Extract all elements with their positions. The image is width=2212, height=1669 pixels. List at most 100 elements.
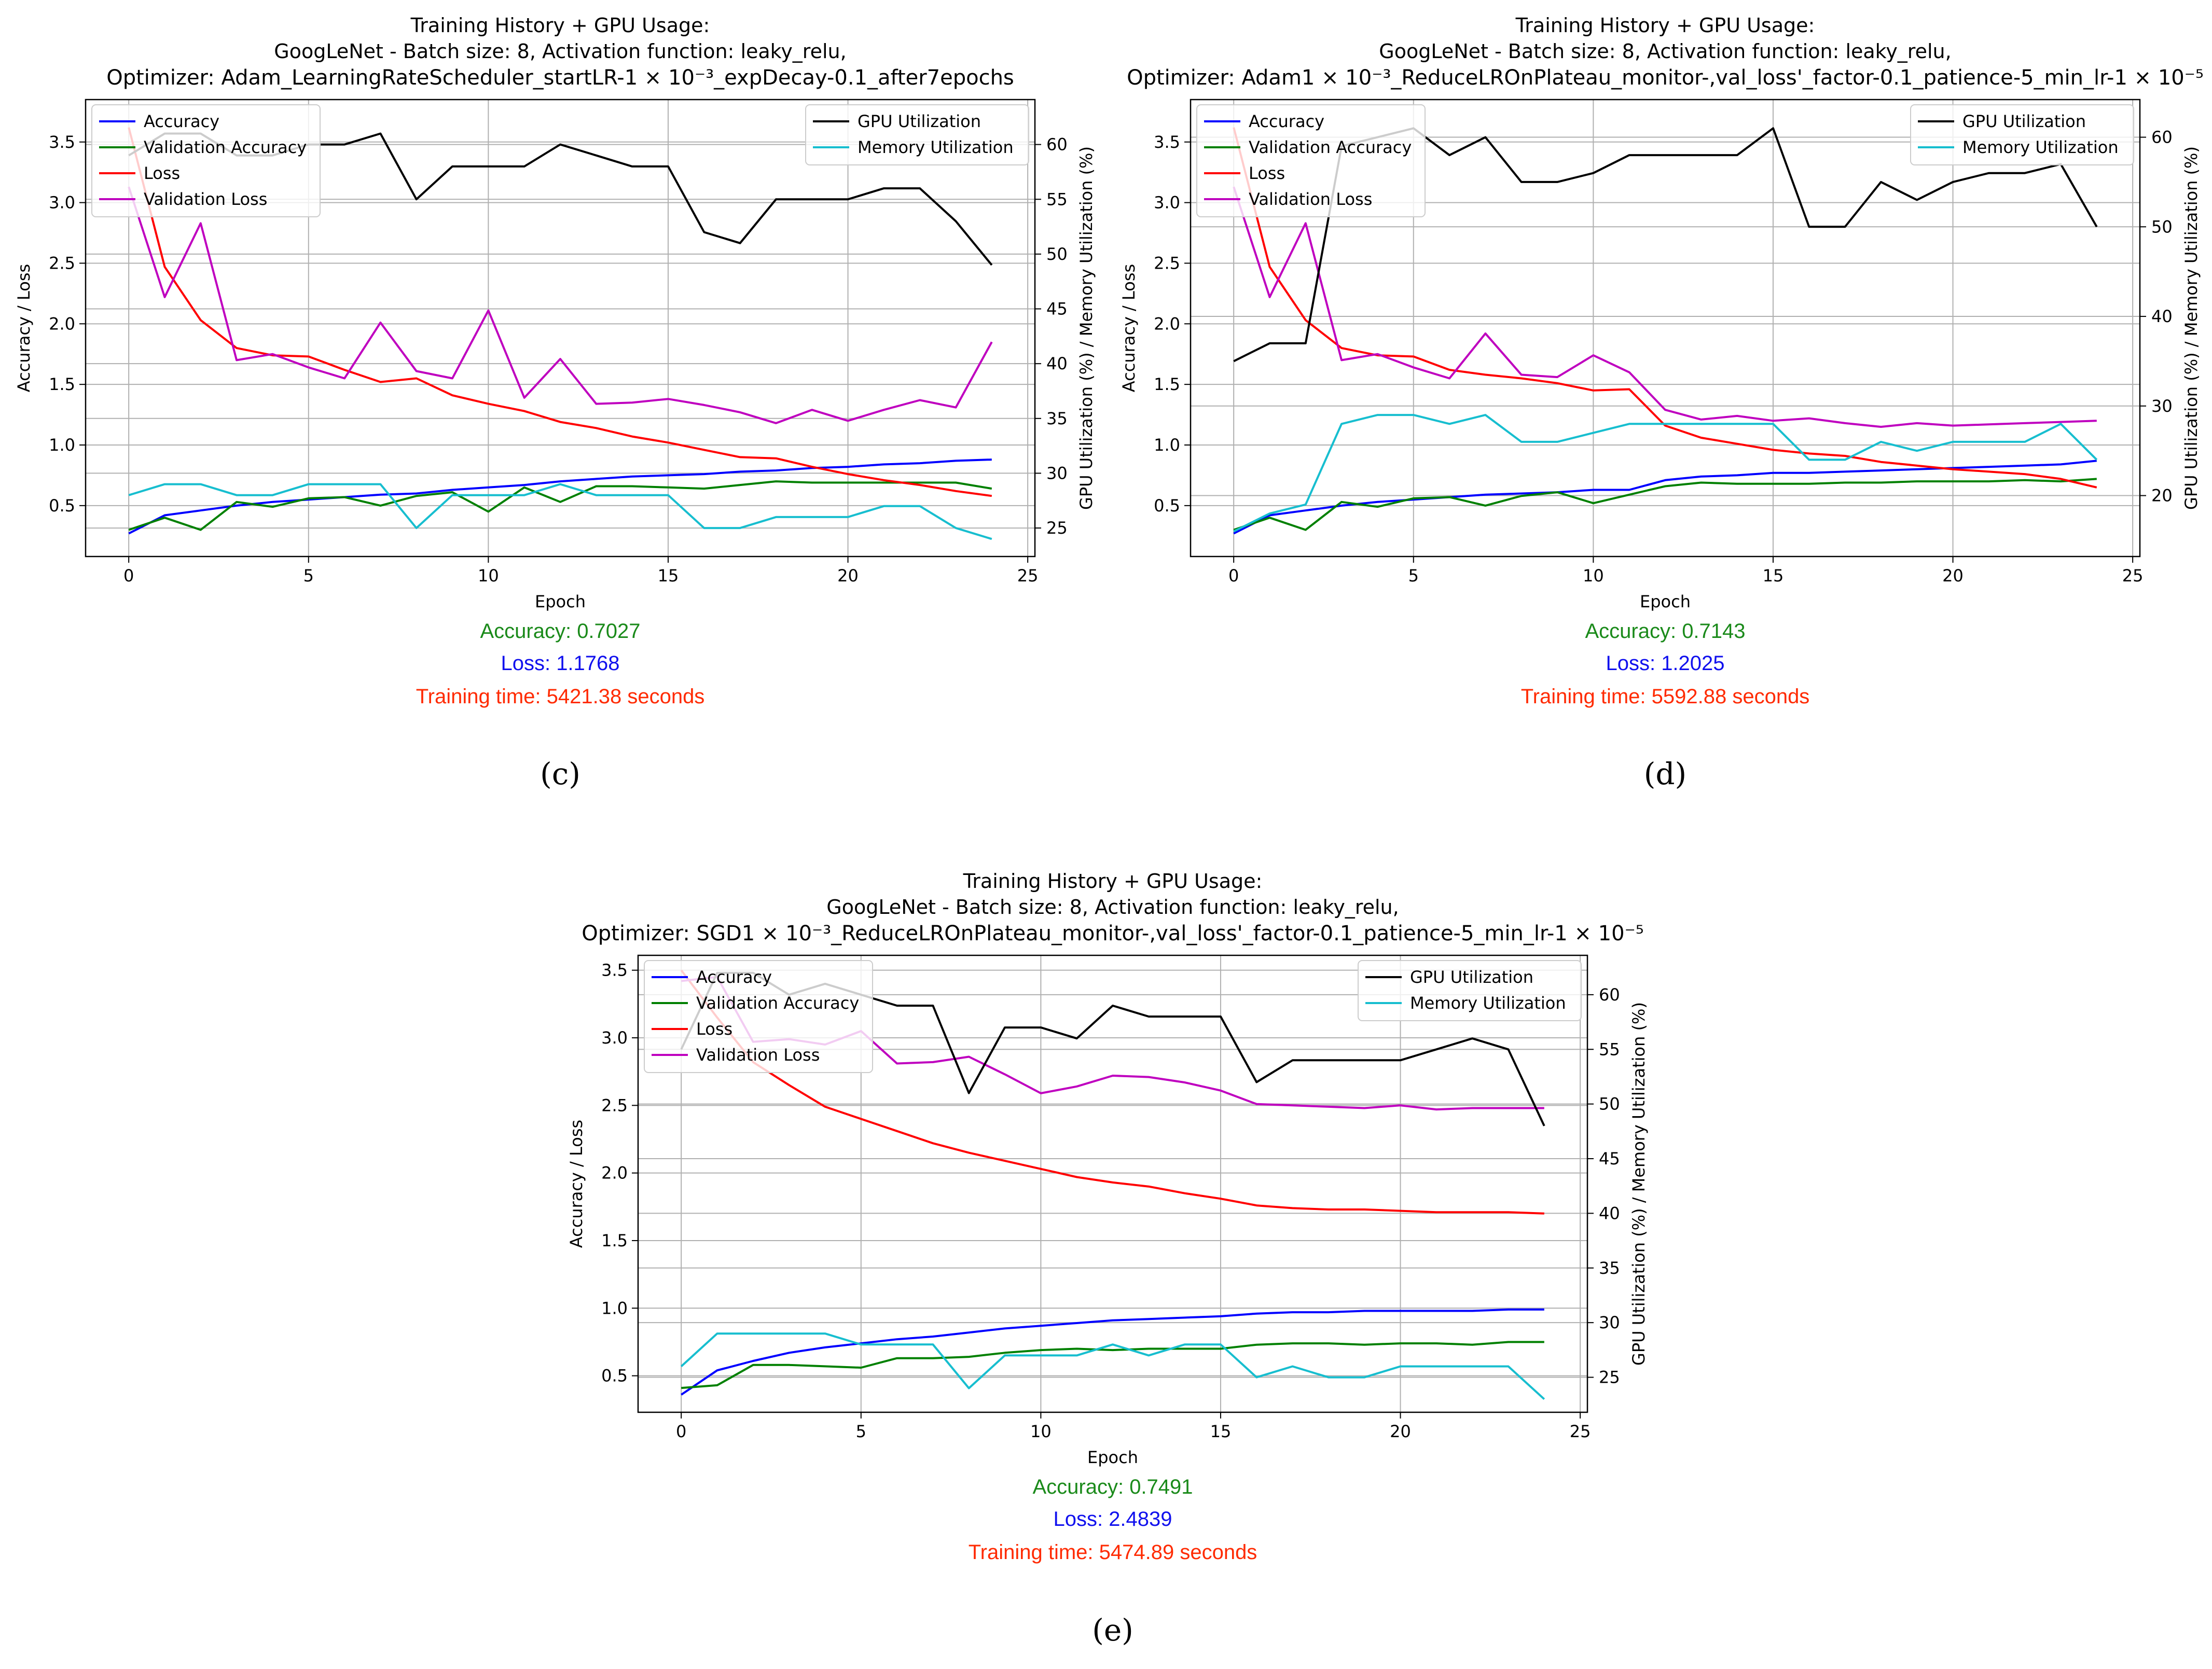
metric-accuracy: Accuracy: 0.7491 bbox=[1032, 1476, 1193, 1498]
chart-optimizer-line: Optimizer: Adam_LearningRateScheduler_st… bbox=[106, 66, 1014, 90]
y-tick-label: 1.0 bbox=[49, 435, 75, 455]
x-axis-label: Epoch bbox=[535, 592, 586, 611]
series-line-validation-accuracy bbox=[1233, 478, 2097, 531]
series-line-accuracy bbox=[128, 458, 992, 535]
legend-entry: Validation Loss bbox=[1249, 189, 1372, 209]
plot-frame bbox=[1190, 99, 2141, 558]
legend-entry: Validation Loss bbox=[144, 189, 267, 209]
chart-title-line: GoogLeNet - Batch size: 8, Activation fu… bbox=[274, 40, 846, 63]
metric-loss: Loss: 1.2025 bbox=[1606, 652, 1724, 675]
x-tick-label: 15 bbox=[1763, 566, 1784, 586]
y2-tick-label: 35 bbox=[1599, 1258, 1620, 1278]
y2-tick-label: 55 bbox=[1599, 1039, 1620, 1059]
metric-training-time: Training time: 5474.89 seconds bbox=[969, 1541, 1257, 1564]
chart-panel-c: Training History + GPU Usage: GoogLeNet -… bbox=[14, 14, 1096, 791]
x-tick-label: 25 bbox=[2122, 566, 2144, 586]
series-line-validation-loss bbox=[1233, 186, 2097, 428]
chart-panel-e: Training History + GPU Usage: GoogLeNet -… bbox=[566, 870, 1649, 1648]
y-tick-label: 1.5 bbox=[1154, 374, 1180, 394]
x-tick-label: 5 bbox=[1408, 566, 1419, 586]
x-tick-label: 10 bbox=[1583, 566, 1604, 586]
legend-right: GPU Utilization Memory Utilization bbox=[1910, 104, 2134, 165]
legend-entry: Accuracy bbox=[1249, 112, 1324, 131]
legend-box bbox=[1358, 960, 1582, 1021]
y2-axis-label: GPU Utilization (%) / Memory Utilization… bbox=[1076, 146, 1096, 510]
legend-entry: Loss bbox=[696, 1019, 732, 1039]
legend-left: Accuracy Validation Accuracy Loss Validatio… bbox=[1196, 104, 1426, 217]
series-line-memory-utilization bbox=[1233, 414, 2098, 533]
x-tick-label: 20 bbox=[837, 566, 859, 586]
y2-tick-label: 55 bbox=[1046, 189, 1068, 209]
y-tick-label: 2.5 bbox=[1154, 253, 1180, 273]
y-axis-label: Accuracy / Loss bbox=[1119, 264, 1139, 392]
legend-entry: Validation Accuracy bbox=[144, 137, 307, 157]
panel-label: (e) bbox=[1092, 1612, 1133, 1648]
y2-tick-label: 50 bbox=[2151, 217, 2173, 237]
series-line-validation-accuracy bbox=[681, 1341, 1544, 1389]
legend-right: GPU Utilization Memory Utilization bbox=[805, 104, 1029, 165]
legend-box bbox=[805, 104, 1029, 165]
chart-optimizer-line: Optimizer: Adam1 × 10⁻³_ReduceLROnPlatea… bbox=[1127, 66, 2204, 90]
metric-training-time: Training time: 5592.88 seconds bbox=[1521, 685, 1810, 708]
y2-axis-label: GPU Utilization (%) / Memory Utilization… bbox=[2181, 146, 2201, 510]
series-line-loss bbox=[128, 127, 992, 497]
y2-tick-label: 25 bbox=[1599, 1368, 1620, 1387]
legend-entry: Memory Utilization bbox=[858, 137, 1014, 157]
legend-entry: Loss bbox=[144, 163, 180, 183]
legend-left: Accuracy Validation Accuracy Loss Validatio… bbox=[644, 960, 873, 1073]
chart-title-line: GoogLeNet - Batch size: 8, Activation fu… bbox=[826, 896, 1399, 919]
y-tick-label: 2.0 bbox=[1154, 314, 1180, 333]
x-tick-label: 0 bbox=[1228, 566, 1239, 586]
y-tick-label: 0.5 bbox=[49, 496, 75, 516]
series-line-memory-utilization bbox=[680, 1332, 1545, 1400]
chart-title-line: Training History + GPU Usage: bbox=[410, 14, 710, 37]
panel-label: (c) bbox=[540, 756, 580, 791]
x-tick-label: 0 bbox=[676, 1422, 686, 1441]
series-line-loss bbox=[680, 969, 1544, 1215]
y2-tick-label: 50 bbox=[1599, 1094, 1620, 1114]
legend-right: GPU Utilization Memory Utilization bbox=[1358, 960, 1582, 1021]
legend-entry: Validation Loss bbox=[696, 1045, 820, 1065]
legend-entry: Validation Accuracy bbox=[696, 993, 859, 1013]
metric-loss: Loss: 2.4839 bbox=[1053, 1508, 1172, 1531]
x-tick-label: 20 bbox=[1942, 566, 1964, 586]
metric-loss: Loss: 1.1768 bbox=[501, 652, 619, 675]
legend-entry: GPU Utilization bbox=[858, 112, 981, 131]
x-axis-label: Epoch bbox=[1087, 1448, 1138, 1467]
y-tick-label: 1.0 bbox=[601, 1298, 628, 1318]
y2-tick-label: 45 bbox=[1599, 1149, 1620, 1169]
x-tick-label: 15 bbox=[658, 566, 679, 586]
legend-entry: Accuracy bbox=[696, 967, 772, 987]
legend-entry: GPU Utilization bbox=[1410, 967, 1533, 987]
y2-tick-label: 20 bbox=[2151, 486, 2173, 506]
x-tick-label: 5 bbox=[303, 566, 314, 586]
chart-title-line: Training History + GPU Usage: bbox=[963, 870, 1263, 893]
y2-tick-label: 60 bbox=[1046, 135, 1068, 155]
y-tick-label: 3.0 bbox=[49, 193, 75, 213]
chart-optimizer-line: Optimizer: SGD1 × 10⁻³_ReduceLROnPlateau… bbox=[582, 922, 1643, 945]
metric-training-time: Training time: 5421.38 seconds bbox=[416, 685, 705, 708]
chart-panel-d: Training History + GPU Usage: GoogLeNet -… bbox=[1119, 14, 2204, 791]
series-line-validation-accuracy bbox=[128, 480, 992, 531]
y-axis-label: Accuracy / Loss bbox=[14, 264, 34, 392]
legend-entry: GPU Utilization bbox=[1962, 112, 2086, 131]
plot-frame bbox=[85, 99, 1036, 558]
legend-entry: Accuracy bbox=[144, 112, 219, 131]
legend-left: Accuracy Validation Accuracy Loss Validatio… bbox=[91, 104, 321, 217]
chart-title-line: Training History + GPU Usage: bbox=[1515, 14, 1815, 37]
series-line-accuracy bbox=[681, 1308, 1544, 1396]
y2-tick-label: 40 bbox=[1599, 1203, 1620, 1223]
series-line-loss bbox=[1233, 127, 2097, 489]
x-tick-label: 15 bbox=[1210, 1422, 1232, 1441]
y2-tick-label: 60 bbox=[1599, 985, 1620, 1005]
y-tick-label: 2.5 bbox=[49, 253, 75, 273]
legend-box bbox=[644, 960, 873, 1073]
y2-tick-label: 35 bbox=[1046, 409, 1068, 428]
x-tick-label: 10 bbox=[1030, 1422, 1052, 1441]
series-line-validation-loss bbox=[128, 186, 993, 424]
legend-box bbox=[91, 104, 321, 217]
y-tick-label: 1.5 bbox=[49, 374, 75, 394]
y2-tick-label: 60 bbox=[2151, 128, 2173, 147]
series-line-accuracy bbox=[1233, 460, 2097, 535]
